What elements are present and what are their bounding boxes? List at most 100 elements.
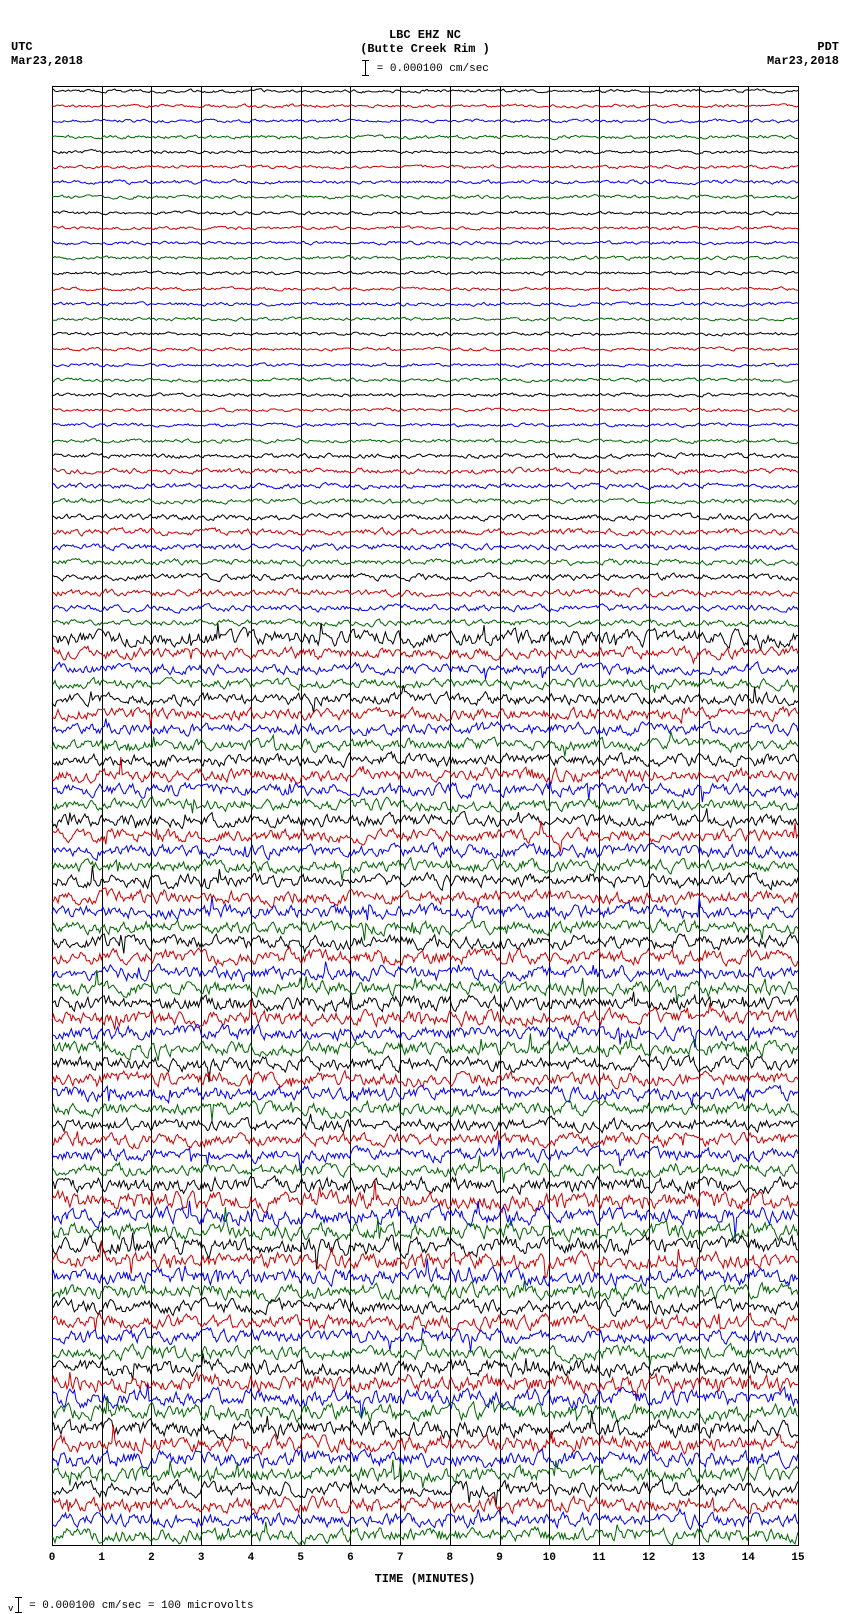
seismic-trace [52, 349, 798, 350]
seismic-trace [52, 623, 798, 624]
seismic-trace [52, 121, 798, 122]
seismic-trace [52, 1337, 798, 1338]
pdt-date-label: Mar23,2018 [767, 54, 839, 68]
seismic-trace [52, 425, 798, 426]
seismic-trace [52, 684, 798, 685]
seismic-trace [52, 334, 798, 335]
grid-v [350, 86, 351, 1546]
seismic-trace [52, 1398, 798, 1399]
seismic-trace [52, 410, 798, 411]
xtick-label: 3 [198, 1552, 205, 1564]
seismic-trace [52, 258, 798, 259]
seismic-trace [52, 1322, 798, 1323]
seismic-trace [52, 638, 798, 639]
seismic-trace [52, 866, 798, 867]
seismic-trace [52, 881, 798, 882]
seismic-trace [52, 608, 798, 609]
seismic-trace [52, 289, 798, 290]
xtick-label: 7 [397, 1552, 404, 1564]
seismic-trace [52, 821, 798, 822]
utc-tz-label: UTC [11, 40, 83, 54]
seismic-trace [52, 1277, 798, 1278]
seismic-trace [52, 273, 798, 274]
seismic-trace [52, 441, 798, 442]
xtick-label: 15 [791, 1552, 804, 1564]
footer-scale-text: = 0.000100 cm/sec = 100 microvolts [29, 1600, 253, 1612]
seismic-trace [52, 912, 798, 913]
seismic-trace [52, 1535, 798, 1536]
seismic-trace [52, 1018, 798, 1019]
seismic-trace [52, 577, 798, 578]
seismic-trace [52, 365, 798, 366]
seismic-trace [52, 152, 798, 153]
seismic-trace [52, 775, 798, 776]
seismic-trace [52, 851, 798, 852]
seismic-trace [52, 228, 798, 229]
seismic-trace [52, 243, 798, 244]
title-block: LBC EHZ NC (Butte Creek Rim ) = 0.000100… [0, 0, 850, 76]
seismic-trace [52, 942, 798, 943]
seismic-trace [52, 1064, 798, 1065]
seismic-trace [52, 790, 798, 791]
xtick-label: 6 [347, 1552, 354, 1564]
seismic-trace [52, 380, 798, 381]
xtick-label: 5 [297, 1552, 304, 1564]
seismic-trace [52, 1505, 798, 1506]
seismic-trace [52, 1489, 798, 1490]
seismic-trace [52, 167, 798, 168]
seismic-trace [52, 213, 798, 214]
seismic-trace [52, 1520, 798, 1521]
plot-area: 07:0008:0009:0010:0011:0012:0013:0014:00… [52, 86, 798, 1546]
grid-h [52, 86, 798, 87]
xtick-label: 12 [642, 1552, 655, 1564]
seismogram-container: UTC Mar23,2018 LBC EHZ NC (Butte Creek R… [0, 0, 850, 1613]
xtick-label: 11 [592, 1552, 605, 1564]
seismic-trace [52, 927, 798, 928]
grid-v [599, 86, 600, 1546]
scale-text: = 0.000100 cm/sec [377, 63, 489, 75]
station-code: LBC EHZ NC [0, 28, 850, 42]
seismic-trace [52, 1003, 798, 1004]
seismic-trace [52, 1140, 798, 1141]
seismic-trace [52, 1474, 798, 1475]
seismic-trace [52, 1292, 798, 1293]
seismic-trace [52, 486, 798, 487]
seismic-trace [52, 836, 798, 837]
seismic-trace [52, 1079, 798, 1080]
seismic-trace [52, 532, 798, 533]
seismic-trace [52, 1444, 798, 1445]
seismic-trace [52, 1049, 798, 1050]
seismic-trace [52, 1125, 798, 1126]
seismic-trace [52, 653, 798, 654]
seismic-trace [52, 1109, 798, 1110]
seismic-trace [52, 1033, 798, 1034]
xtick-label: 10 [543, 1552, 556, 1564]
seismic-trace [52, 1459, 798, 1460]
seismic-trace [52, 1353, 798, 1354]
seismic-trace [52, 760, 798, 761]
grid-h [52, 1545, 798, 1546]
seismic-trace [52, 699, 798, 700]
utc-date-label: Mar23,2018 [11, 54, 83, 68]
seismic-trace [52, 562, 798, 563]
seismic-trace [52, 501, 798, 502]
seismic-trace [52, 1368, 798, 1369]
grid-v [450, 86, 451, 1546]
seismic-trace [52, 1094, 798, 1095]
seismic-trace [52, 471, 798, 472]
seismic-trace [52, 547, 798, 548]
scale-indicator: = 0.000100 cm/sec [0, 60, 850, 76]
seismic-trace [52, 197, 798, 198]
xtick-label: 9 [496, 1552, 503, 1564]
seismic-trace [52, 1307, 798, 1308]
seismic-trace [52, 91, 798, 92]
xtick-label: 4 [248, 1552, 255, 1564]
footer-scale-bar-icon [18, 1597, 19, 1613]
xaxis-title: TIME (MINUTES) [0, 1572, 850, 1586]
seismic-trace [52, 182, 798, 183]
seismic-trace [52, 319, 798, 320]
seismic-trace [52, 1429, 798, 1430]
grid-v [549, 86, 550, 1546]
seismic-trace [52, 988, 798, 989]
seismic-trace [52, 669, 798, 670]
